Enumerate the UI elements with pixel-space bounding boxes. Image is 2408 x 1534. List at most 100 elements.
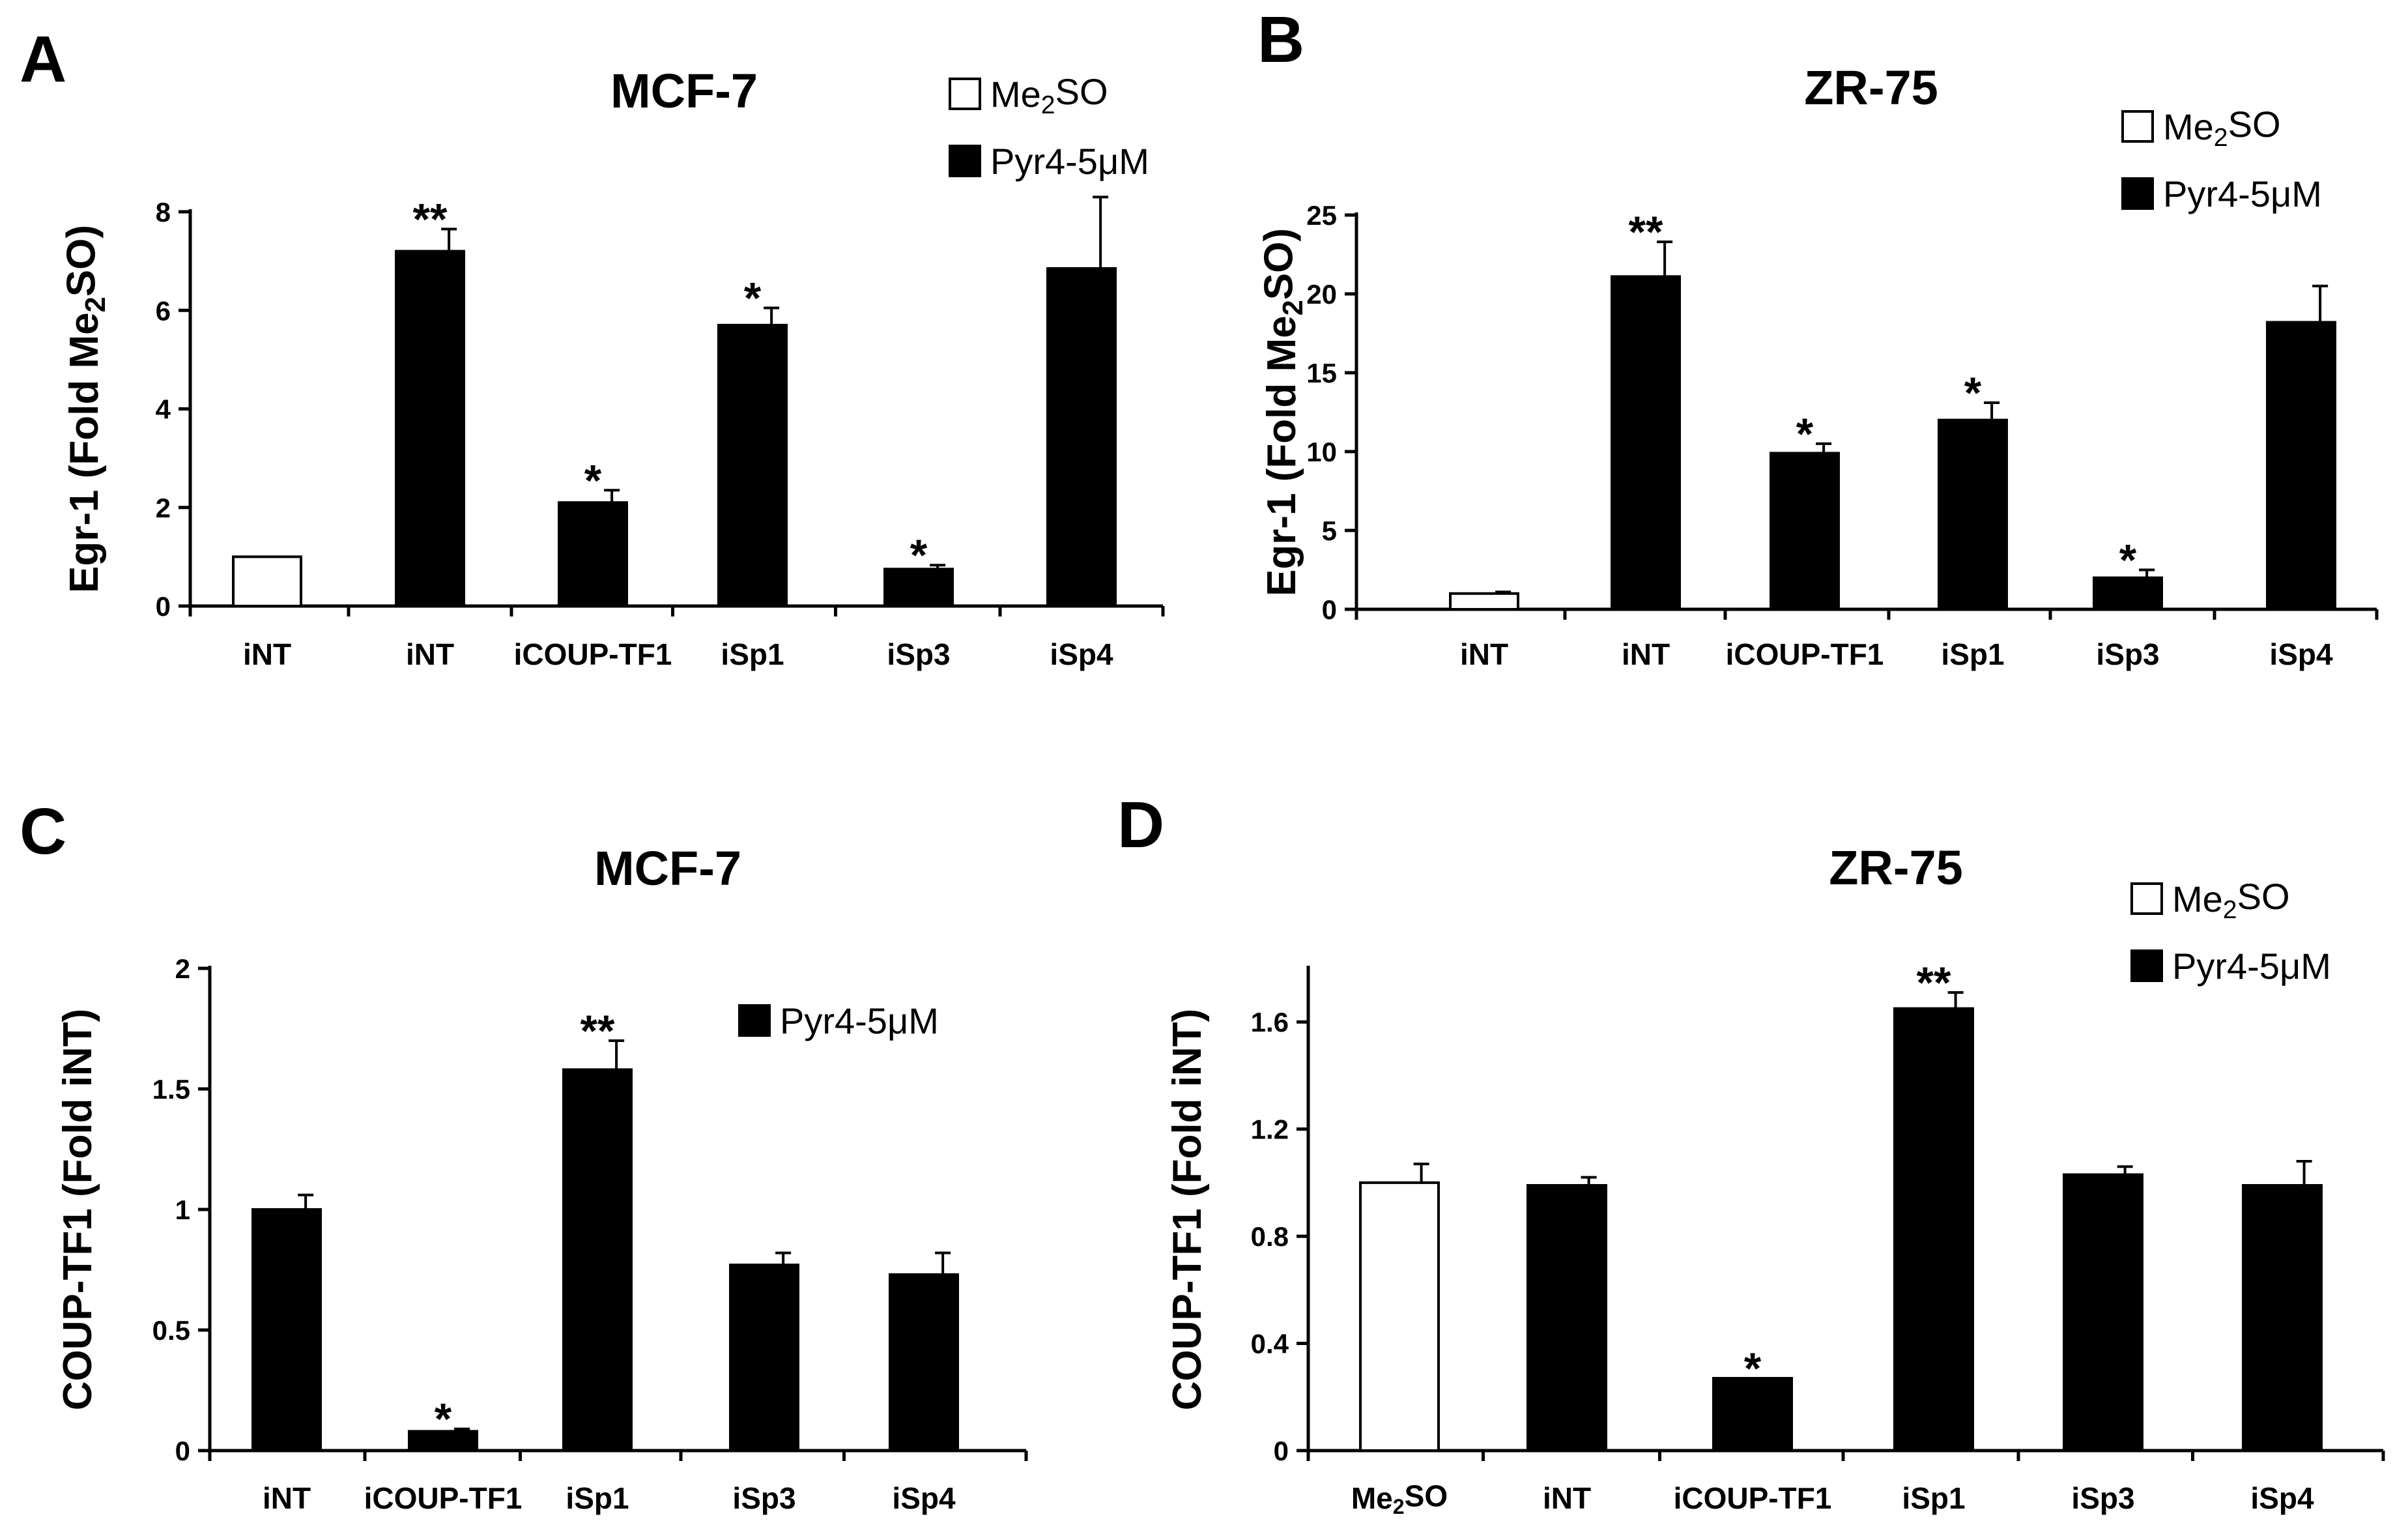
x-category-label: iSp1 xyxy=(721,637,784,671)
legend-label: Pyr4-5μM xyxy=(990,141,1149,182)
bar xyxy=(2063,1173,2143,1452)
bar xyxy=(1449,592,1519,611)
significance-label: ** xyxy=(1917,958,1951,1007)
significance-label: * xyxy=(584,456,602,505)
bar xyxy=(232,555,302,607)
y-tick-label: 1.2 xyxy=(1251,1114,1289,1145)
x-category-label: iSp4 xyxy=(2269,637,2333,671)
legend-label: Me2SO xyxy=(990,71,1108,119)
x-category-label: iCOUP-TF1 xyxy=(364,1481,523,1515)
y-tick-label: 6 xyxy=(156,295,171,326)
y-tick-label: 25 xyxy=(1306,200,1337,231)
y-tick-label: 0 xyxy=(1322,594,1337,625)
legend-swatch xyxy=(2130,882,2163,915)
legend-label: Me2SO xyxy=(2163,104,2281,152)
bar xyxy=(2093,576,2163,611)
legend-swatch xyxy=(2130,949,2163,982)
x-category-label: iSp3 xyxy=(2071,1481,2134,1515)
bar xyxy=(558,501,628,607)
legend-label: Me2SO xyxy=(2172,876,2290,924)
panel-letter: B xyxy=(1257,3,1304,76)
y-tick-label: 10 xyxy=(1306,437,1337,467)
x-category-label: iSp3 xyxy=(887,637,950,671)
bar xyxy=(883,568,954,607)
bar xyxy=(1526,1184,1607,1452)
x-category-label: iCOUP-TF1 xyxy=(1726,637,1884,671)
bar xyxy=(1712,1377,1793,1452)
significance-label: * xyxy=(1796,409,1814,459)
legend-swatch xyxy=(2121,110,2154,143)
chart-title: MCF-7 xyxy=(610,64,758,118)
x-category-label: iSp3 xyxy=(732,1481,796,1515)
bar xyxy=(251,1208,322,1452)
legend-label: Pyr4-5μM xyxy=(2172,946,2331,987)
bar xyxy=(1611,275,1681,611)
y-axis-label: COUP-TF1 (Fold iNT) xyxy=(1165,1009,1210,1410)
bar xyxy=(395,250,465,607)
legend-label: Pyr4-5μM xyxy=(2163,173,2322,214)
y-axis-label: Egr-1 (Fold Me2SO) xyxy=(59,225,111,593)
y-tick-label: 0.8 xyxy=(1251,1221,1289,1252)
y-tick-label: 20 xyxy=(1306,279,1337,310)
x-category-label: iSp1 xyxy=(566,1481,629,1515)
bar xyxy=(1893,1007,1974,1452)
y-tick-label: 0 xyxy=(156,591,171,622)
bar xyxy=(562,1068,633,1452)
panel-letter: D xyxy=(1117,789,1164,861)
y-tick-label: 15 xyxy=(1306,358,1337,388)
significance-label: * xyxy=(2119,536,2137,585)
y-tick-label: 1 xyxy=(175,1194,190,1225)
bar xyxy=(2266,321,2336,611)
y-tick-label: 2 xyxy=(156,493,171,523)
legend-swatch xyxy=(949,145,981,177)
y-tick-label: 8 xyxy=(156,197,171,227)
chart-panel-b: B ZR-75 Egr-1 (Fold Me2SO) 0 5 10 15 20 25 iNT iNT… xyxy=(1256,3,2379,671)
bar xyxy=(1046,267,1117,607)
y-tick-label: 1.6 xyxy=(1251,1007,1289,1037)
x-category-label: iSp1 xyxy=(1941,637,2004,671)
panel-letter: C xyxy=(20,795,66,868)
y-tick-label: 5 xyxy=(1322,515,1337,546)
y-tick-label: 4 xyxy=(156,394,171,425)
bar xyxy=(1938,418,2008,611)
x-category-label: iNT xyxy=(263,1481,311,1515)
x-category-label: iSp4 xyxy=(2250,1481,2314,1515)
x-category-label: iSp4 xyxy=(892,1481,956,1515)
legend-swatch xyxy=(738,1004,771,1037)
y-tick-label: 0.5 xyxy=(152,1315,190,1346)
bar xyxy=(408,1430,478,1452)
chart-title: MCF-7 xyxy=(594,841,741,895)
x-category-label: Me2SO xyxy=(1351,1479,1448,1519)
y-tick-label: 0 xyxy=(175,1436,190,1466)
chart-panel-c: C MCF-7 COUP-TF1 (Fold iNT) 0 0.5 1 1.5 2 iNT iCO… xyxy=(20,795,1028,1515)
x-category-label: iNT xyxy=(406,637,454,671)
x-category-label: iNT xyxy=(1543,1481,1591,1515)
chart-title: ZR-75 xyxy=(1829,841,1963,895)
chart-title: ZR-75 xyxy=(1804,61,1938,115)
bar xyxy=(729,1264,799,1452)
y-tick-label: 0.4 xyxy=(1251,1329,1289,1359)
significance-label: * xyxy=(910,530,928,580)
significance-label: * xyxy=(744,273,762,323)
significance-label: ** xyxy=(1629,207,1663,257)
bar xyxy=(2242,1184,2323,1452)
chart-panel-d: D ZR-75 COUP-TF1 (Fold iNT) 0 0.4 0.8 1.2 1.6 Me… xyxy=(1117,789,2385,1519)
y-tick-label: 1.5 xyxy=(152,1074,190,1105)
x-category-label: iSp1 xyxy=(1902,1481,1965,1515)
y-axis-label: Egr-1 (Fold Me2SO) xyxy=(1256,228,1309,596)
significance-label: ** xyxy=(580,1006,615,1056)
y-tick-label: 2 xyxy=(175,953,190,984)
legend-swatch xyxy=(949,78,981,110)
legend-label: Pyr4-5μM xyxy=(780,1000,939,1041)
bar xyxy=(1359,1181,1440,1453)
bar xyxy=(1770,452,1840,611)
significance-label: ** xyxy=(413,194,448,244)
y-axis-label: COUP-TF1 (Fold iNT) xyxy=(55,1009,100,1410)
chart-panel-a: A MCF-7 Egr-1 (Fold Me2SO) 0 2 4 6 8 iNT iNT iCOUP… xyxy=(20,23,1165,671)
x-category-label: iSp3 xyxy=(2096,637,2159,671)
significance-label: * xyxy=(1964,368,1982,418)
bar xyxy=(717,323,788,607)
x-category-label: iNT xyxy=(1460,637,1508,671)
x-category-label: iCOUP-TF1 xyxy=(514,637,672,671)
